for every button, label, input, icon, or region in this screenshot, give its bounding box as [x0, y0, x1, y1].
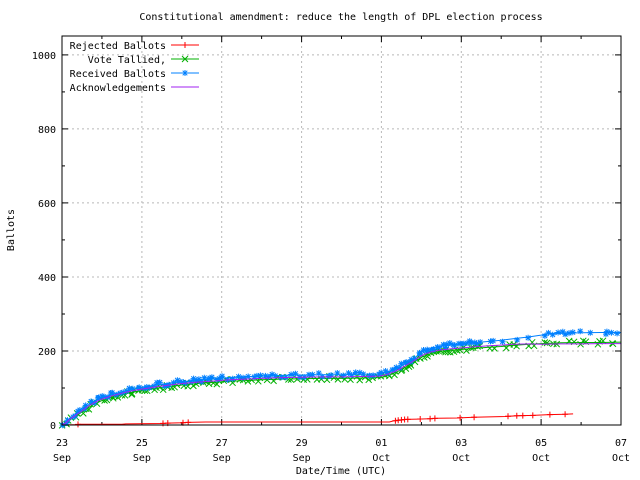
- y-tick-label: 800: [38, 125, 56, 136]
- y-tick-label: 600: [38, 199, 56, 210]
- legend: Rejected Ballots Vote Tallied, Received Ba…: [70, 41, 199, 94]
- legend-label: Received Ballots: [70, 69, 166, 80]
- series-layer: [58, 328, 622, 429]
- x-tick-label: Sep: [213, 453, 231, 464]
- series-line-rejected-ballots: [61, 413, 574, 426]
- x-tick-label: 03: [455, 438, 467, 449]
- x-tick-label: Sep: [53, 453, 71, 464]
- legend-label: Vote Tallied,: [88, 55, 166, 66]
- legend-sample-marker: [181, 55, 189, 63]
- y-tick-label: 1000: [32, 51, 56, 62]
- x-tick-label: Oct: [452, 453, 470, 464]
- y-tick-label: 200: [38, 347, 56, 358]
- plot-border: [61, 35, 622, 426]
- chart-title: Constitutional amendment: reduce the len…: [139, 12, 542, 23]
- x-tick-label: Sep: [293, 453, 311, 464]
- legend-label: Rejected Ballots: [70, 41, 166, 52]
- x-tick-label: 05: [535, 438, 547, 449]
- x-tick-label: 07: [615, 438, 627, 449]
- x-tick-label: Oct: [612, 453, 630, 464]
- legend-entry: Acknowledgements: [70, 83, 199, 94]
- legend-entry: Received Ballots: [70, 69, 199, 80]
- label-layer: 23 Sep 25 Sep 27 Sep 29 Sep 01 Oct 03 Oct 05 Oct 07 Oct…: [32, 51, 630, 464]
- x-tick-label: Sep: [133, 453, 151, 464]
- x-tick-label: 23: [56, 438, 68, 449]
- y-axis-label: Ballots: [6, 209, 17, 251]
- legend-entry: Vote Tallied,: [88, 55, 199, 66]
- series-line-acknowledgements: [61, 343, 621, 426]
- x-tick-label: 29: [296, 438, 308, 449]
- x-tick-label: Oct: [532, 453, 550, 464]
- x-tick-label: 25: [136, 438, 148, 449]
- x-tick-label: Oct: [372, 453, 390, 464]
- y-tick-label: 0: [50, 421, 56, 432]
- legend-entry: Rejected Ballots: [70, 41, 199, 52]
- x-axis-label: Date/Time (UTC): [296, 466, 386, 477]
- grid-layer: [62, 36, 621, 425]
- tick-layer: [61, 36, 622, 426]
- y-tick-label: 400: [38, 273, 56, 284]
- x-tick-label: 27: [216, 438, 228, 449]
- x-tick-label: 01: [375, 438, 387, 449]
- series-line-vote-tallied: [61, 341, 622, 426]
- legend-label: Acknowledgements: [70, 83, 166, 94]
- legend-sample-marker: [182, 42, 188, 48]
- legend-sample-marker: [182, 70, 188, 76]
- series-markers-rejected-ballots: [75, 411, 569, 428]
